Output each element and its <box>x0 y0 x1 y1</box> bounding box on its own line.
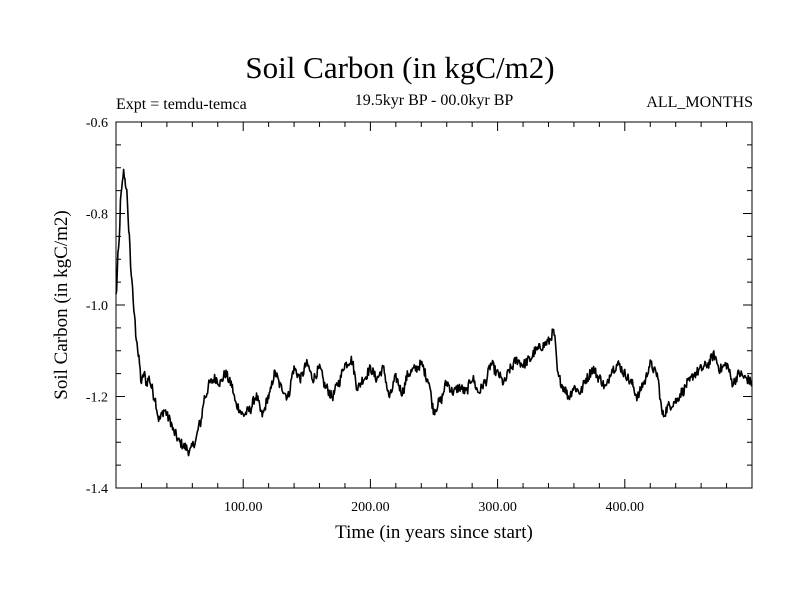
x-tick-label: 200.00 <box>351 500 390 515</box>
x-tick-label: 400.00 <box>606 500 645 515</box>
y-tick-label: -0.6 <box>86 116 108 131</box>
months-annotation: ALL_MONTHS <box>646 94 753 111</box>
y-tick-label: -1.2 <box>86 391 108 406</box>
x-tick-labels: 100.00 200.00 300.00 400.00 <box>224 500 644 515</box>
y-tick-label: -1.4 <box>86 482 108 497</box>
chart-title: Soil Carbon (in kgC/m2) <box>245 50 555 85</box>
x-tick-label: 100.00 <box>224 500 263 515</box>
experiment-annotation: Expt = temdu-temca <box>116 96 247 113</box>
x-axis-label: Time (in years since start) <box>335 522 533 543</box>
series-layer <box>115 168 753 457</box>
y-tick-labels: -1.4 -1.2 -1.0 -0.8 -0.6 <box>86 116 108 497</box>
y-tick-label: -0.8 <box>86 208 108 223</box>
y-axis-label: Soil Carbon (in kgC/m2) <box>51 210 72 399</box>
y-tick-label: -1.0 <box>86 299 108 314</box>
x-tick-label: 300.00 <box>478 500 517 515</box>
series-line <box>115 168 753 457</box>
chart-subtitle: 19.5kyr BP - 00.0kyr BP <box>354 92 514 109</box>
plot-frame <box>115 121 753 489</box>
tick-marks <box>116 122 752 488</box>
